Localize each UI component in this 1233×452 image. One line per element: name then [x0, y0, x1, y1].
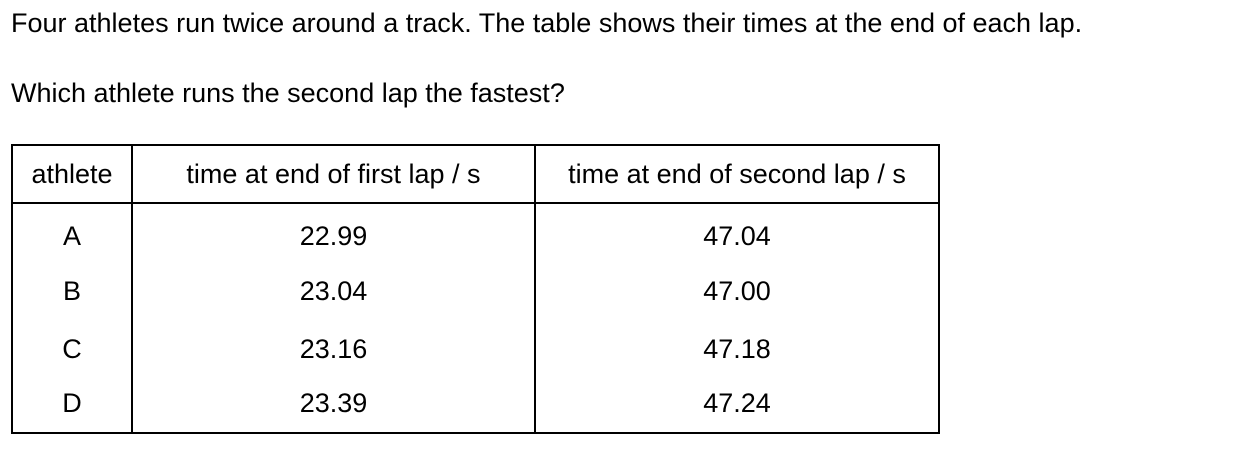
intro-text: Four athletes run twice around a track. … — [11, 8, 1083, 38]
header-first-lap: time at end of first lap / s — [131, 145, 535, 204]
lap-times-table: athlete time at end of first lap / s tim… — [11, 144, 940, 434]
second-lap-cell: 47.18 — [534, 320, 939, 378]
first-lap-cell: 23.16 — [131, 320, 535, 378]
second-lap-cell: 47.04 — [534, 203, 939, 262]
first-lap-cell: 22.99 — [131, 203, 535, 262]
table-row: C 23.16 47.18 — [12, 320, 939, 378]
athlete-cell: B — [62, 275, 81, 306]
athlete-cell: D — [62, 387, 82, 418]
athlete-cell: C — [62, 333, 82, 364]
header-second-lap: time at end of second lap / s — [534, 145, 939, 204]
second-lap-cell: 47.00 — [534, 262, 939, 320]
header-athlete: athlete — [12, 145, 132, 204]
table-row: D 23.39 47.24 — [12, 378, 939, 433]
first-lap-cell: 23.39 — [131, 378, 535, 433]
question-text: Which athlete runs the second lap the fa… — [11, 78, 565, 108]
athlete-cell: A — [62, 220, 81, 251]
first-lap-cell: 23.04 — [131, 262, 535, 320]
table-row: A 22.99 47.04 — [12, 203, 939, 262]
second-lap-cell: 47.24 — [534, 378, 939, 433]
table-row: B 23.04 47.00 — [12, 262, 939, 320]
table-header-row: athlete time at end of first lap / s tim… — [12, 145, 939, 204]
